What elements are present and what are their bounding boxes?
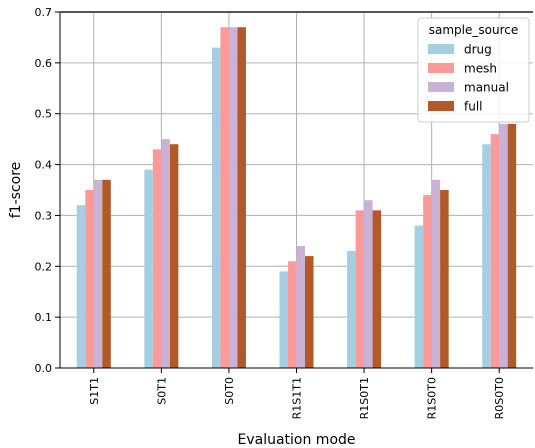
y-tick-label: 0.4 bbox=[35, 159, 53, 172]
bars bbox=[76, 27, 517, 369]
legend-swatch-drug bbox=[428, 44, 454, 54]
x-tick-label: R1S0T1 bbox=[358, 377, 371, 419]
x-tick-label: S0T0 bbox=[223, 377, 236, 405]
x-tick-label: R0S0T0 bbox=[493, 377, 506, 419]
legend-entry-full: full bbox=[464, 100, 483, 114]
x-tick-label: S1T1 bbox=[88, 377, 101, 405]
bar-mesh-R1S0T1 bbox=[355, 210, 365, 368]
legend-entry-drug: drug bbox=[464, 43, 492, 57]
axes bbox=[55, 11, 533, 373]
bar-manual-S0T0 bbox=[228, 27, 238, 369]
x-tick-label: R1S0T0 bbox=[426, 377, 439, 419]
legend-swatch-full bbox=[428, 101, 454, 111]
y-tick-label: 0.6 bbox=[35, 57, 53, 70]
legend-swatch-mesh bbox=[428, 63, 454, 73]
y-axis-label: f1-score bbox=[8, 162, 24, 219]
y-tick-label: 0.2 bbox=[35, 260, 53, 273]
bar-manual-R1S1T1 bbox=[296, 245, 305, 368]
bar-drug-S0T1 bbox=[144, 169, 153, 368]
legend-swatch-manual bbox=[428, 82, 454, 92]
legend-title: sample_source bbox=[429, 23, 518, 37]
y-tick-label: 0.1 bbox=[35, 311, 53, 324]
legend-entry-manual: manual bbox=[464, 81, 509, 95]
y-tick-labels: 0.0 0.1 0.2 0.3 0.4 0.5 0.6 0.7 bbox=[35, 6, 53, 375]
y-tick-label: 0.7 bbox=[35, 6, 53, 19]
bar-mesh-S1T1 bbox=[85, 190, 94, 368]
x-tick-labels: S1T1 S0T1 S0T0 R1S1T1 R1S0T1 R1S0T0 R0S0T0 bbox=[88, 377, 506, 419]
bar-drug-R1S0T0 bbox=[414, 225, 424, 368]
bar-full-R1S0T0 bbox=[440, 190, 449, 368]
bar-manual-R0S0T0 bbox=[499, 123, 508, 368]
bar-full-S0T1 bbox=[169, 144, 179, 368]
bar-drug-R1S0T1 bbox=[347, 251, 356, 368]
y-tick-label: 0.0 bbox=[35, 362, 53, 375]
bar-full-S0T0 bbox=[237, 27, 246, 369]
bar-mesh-S0T0 bbox=[220, 27, 229, 369]
bar-manual-R1S0T0 bbox=[431, 179, 441, 368]
bar-mesh-R0S0T0 bbox=[490, 134, 500, 368]
bar-manual-S1T1 bbox=[93, 179, 103, 368]
bar-manual-R1S0T1 bbox=[364, 200, 373, 368]
bar-drug-S0T0 bbox=[211, 47, 221, 368]
bar-mesh-R1S1T1 bbox=[288, 261, 297, 368]
legend-entry-mesh: mesh bbox=[464, 62, 497, 76]
bar-full-R1S0T1 bbox=[372, 210, 382, 368]
y-tick-label: 0.3 bbox=[35, 209, 53, 222]
bar-mesh-R1S0T0 bbox=[423, 195, 432, 368]
bar-manual-S0T1 bbox=[161, 139, 170, 368]
bar-drug-S1T1 bbox=[76, 205, 86, 368]
bar-full-S1T1 bbox=[102, 179, 111, 368]
bar-full-R1S1T1 bbox=[305, 256, 314, 368]
x-tick-label: R1S1T1 bbox=[291, 377, 304, 419]
bar-drug-R0S0T0 bbox=[482, 144, 491, 368]
bar-mesh-S0T1 bbox=[152, 149, 162, 368]
x-axis-label: Evaluation mode bbox=[237, 432, 355, 448]
y-tick-label: 0.5 bbox=[35, 108, 53, 121]
bar-full-R0S0T0 bbox=[507, 123, 517, 368]
bar-drug-R1S1T1 bbox=[279, 271, 288, 368]
x-tick-label: S0T1 bbox=[155, 377, 168, 405]
